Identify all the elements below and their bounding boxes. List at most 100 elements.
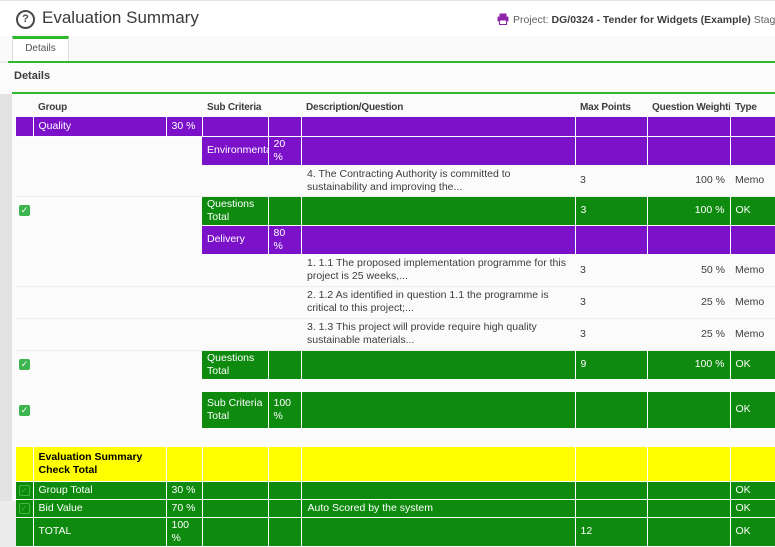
- cell-max-points: [575, 117, 648, 137]
- cell-checkbox: [16, 225, 33, 254]
- cell-checkbox: ✓: [16, 481, 34, 500]
- section-accent-line: [12, 92, 775, 94]
- cell-checkbox: ✓: [16, 392, 33, 428]
- checkbox-checked-icon[interactable]: ✓: [18, 502, 30, 514]
- cell-group-pct: [166, 165, 202, 197]
- cell-group: Quality: [33, 117, 167, 137]
- checkbox-checked-icon[interactable]: ✓: [19, 205, 30, 217]
- cell-question-weighting: [647, 481, 731, 500]
- cell-sub-pct: 100 %: [268, 392, 302, 429]
- cell-group: [33, 318, 166, 351]
- cell-description: [301, 136, 576, 166]
- cell-type: OK: [730, 499, 775, 518]
- section-title: Details: [14, 70, 51, 82]
- cell-description: 4. The Contracting Authority is committe…: [301, 165, 575, 197]
- cell-group-pct: [166, 392, 202, 428]
- cell-group: Bid Value: [33, 499, 167, 518]
- spacer-cell: [16, 379, 775, 392]
- cell-group: TOTAL: [33, 517, 167, 547]
- cell-max-points: 3: [575, 286, 647, 319]
- details-panel: Details Group Sub Criteria Description/Q…: [0, 63, 775, 547]
- cell-sub-pct: [268, 286, 301, 319]
- cell-description: Auto Scored by the system: [301, 499, 576, 518]
- cell-group-pct: [166, 136, 202, 165]
- cell-subcriteria: [202, 481, 269, 500]
- checkbox-checked-icon[interactable]: ✓: [19, 404, 30, 416]
- cell-question-weighting: [647, 225, 731, 255]
- cell-type: OK: [730, 196, 775, 226]
- col-header-sub-pct: [268, 97, 301, 117]
- cell-max-points: [575, 447, 648, 482]
- cell-checkbox: ✓: [16, 499, 34, 518]
- checkbox-checked-icon[interactable]: ✓: [19, 359, 30, 371]
- cell-type: [730, 117, 775, 137]
- cell-max-points: 3: [575, 254, 647, 287]
- cell-type: Memo: [730, 254, 775, 287]
- col-header-subcriteria: Sub Criteria: [207, 101, 262, 113]
- row-question: 4. The Contracting Authority is committe…: [16, 165, 775, 197]
- cell-checkbox: [16, 447, 34, 482]
- row-group: Quality 30 %: [16, 117, 775, 137]
- cell-type: Memo: [730, 165, 775, 197]
- cell-max-points: 3: [575, 318, 647, 351]
- col-header-group-pct: [166, 97, 202, 117]
- cell-sub-pct: [268, 447, 302, 482]
- help-icon[interactable]: ?: [16, 10, 35, 29]
- spacer-cell: [16, 428, 775, 447]
- tab-accent-line: [8, 61, 775, 63]
- cell-max-points: 3: [575, 196, 648, 226]
- row-summary_row: ✓ Bid Value 70 % Auto Scored by the system O…: [16, 499, 775, 518]
- row-question: 2. 1.2 As identified in question 1.1 the…: [16, 286, 775, 319]
- cell-sub-pct: 80 %: [268, 225, 302, 255]
- cell-subcriteria: [202, 447, 269, 482]
- tab-details[interactable]: Details: [12, 36, 69, 61]
- cell-sub-pct: [268, 481, 302, 500]
- row-questions_total: ✓ Questions Total 9 100 % OK: [16, 350, 775, 380]
- cell-type: [730, 136, 775, 166]
- cell-max-points: [575, 392, 648, 429]
- row-subcriteria: Delivery 80 %: [16, 225, 775, 255]
- cell-subcriteria: [202, 254, 268, 287]
- stage-label: Stage:: [753, 14, 775, 26]
- cell-description: [301, 517, 576, 547]
- cell-group: [33, 196, 166, 225]
- cell-subcriteria: [202, 499, 269, 518]
- cell-sub-pct: [268, 165, 301, 197]
- cell-question-weighting: 50 %: [647, 254, 730, 287]
- cell-question-weighting: [647, 517, 731, 547]
- col-header-type: Type: [735, 101, 757, 113]
- cell-checkbox: ✓: [16, 350, 33, 379]
- cell-question-weighting: [647, 117, 731, 137]
- cell-group-pct: [166, 254, 202, 287]
- cell-subcriteria: [202, 318, 268, 351]
- cell-sub-pct: [268, 517, 302, 547]
- row-question: 3. 1.3 This project will provide require…: [16, 318, 775, 351]
- cell-sub-pct: [268, 350, 302, 380]
- cell-sub-pct: [268, 318, 301, 351]
- cell-group-pct: [166, 225, 202, 254]
- cell-group: [33, 136, 166, 165]
- top-bar: ? Evaluation Summary Project: DG/0324 - …: [0, 0, 775, 37]
- row-question: 1. 1.1 The proposed implementation progr…: [16, 254, 775, 287]
- cell-type: [730, 447, 775, 482]
- cell-description: [301, 447, 576, 482]
- cell-description: 3. 1.3 This project will provide require…: [301, 318, 575, 351]
- cell-checkbox: [16, 254, 33, 287]
- checkbox-checked-icon[interactable]: ✓: [18, 484, 30, 496]
- cell-group-pct: [166, 196, 202, 225]
- cell-type: OK: [730, 392, 775, 429]
- cell-question-weighting: 100 %: [647, 350, 731, 380]
- cell-checkbox: [16, 286, 33, 319]
- cell-max-points: 3: [575, 165, 647, 197]
- cell-type: OK: [730, 350, 775, 380]
- cell-description: 2. 1.2 As identified in question 1.1 the…: [301, 286, 575, 319]
- row-summary_header: Evaluation Summary Check Total: [16, 447, 775, 482]
- cell-max-points: [575, 481, 648, 500]
- evaluation-summary-table: Group Sub Criteria Description/Question …: [16, 97, 775, 547]
- cell-checkbox: [16, 136, 33, 165]
- cell-checkbox: [16, 318, 33, 351]
- printer-icon: [497, 13, 509, 25]
- row-sub_criteria_total: ✓ Sub Criteria Total 100 % OK: [16, 392, 775, 429]
- cell-max-points: 9: [575, 350, 648, 380]
- col-header-check: [16, 97, 33, 117]
